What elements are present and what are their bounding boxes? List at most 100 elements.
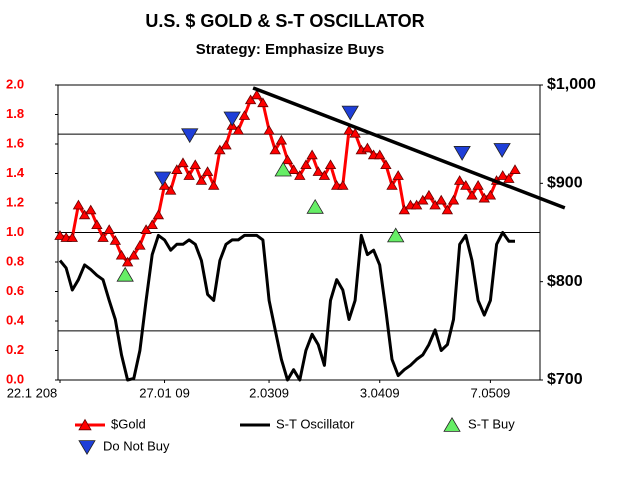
- marker: [189, 159, 201, 170]
- marker: [503, 173, 515, 183]
- legend-label: S-T Buy: [468, 416, 515, 431]
- marker: [349, 127, 361, 138]
- y-tick-label: 0.8: [6, 253, 24, 268]
- marker: [195, 175, 208, 185]
- legend-marker: [78, 440, 96, 455]
- marker: [78, 209, 91, 220]
- marker: [109, 235, 122, 245]
- marker: [300, 159, 312, 170]
- marker: [318, 170, 331, 180]
- series-line: [59, 93, 517, 264]
- y-tick-label: 0.6: [6, 283, 24, 298]
- y-tick-label: 0.4: [6, 312, 25, 327]
- marker: [85, 204, 97, 215]
- y2-tick-label: $1,000: [547, 76, 596, 93]
- y-tick-label: 2.0: [6, 76, 24, 91]
- legend-marker: [78, 418, 92, 431]
- marker: [152, 209, 165, 220]
- y-tick-label: 0.0: [6, 371, 24, 386]
- marker: [72, 199, 85, 210]
- marker: [177, 157, 189, 168]
- marker: [484, 189, 497, 200]
- marker: [164, 184, 177, 195]
- x-tick-label: 7.0509: [471, 385, 511, 400]
- marker: [417, 194, 429, 205]
- y2-tick-label: $700: [547, 371, 583, 388]
- marker: [281, 154, 294, 165]
- y-tick-label: 1.0: [6, 224, 24, 239]
- y-tick-label: 1.2: [6, 194, 24, 209]
- marker: [214, 144, 226, 155]
- marker: [274, 161, 292, 177]
- marker: [324, 159, 337, 170]
- marker: [466, 189, 478, 200]
- marker: [343, 124, 355, 135]
- marker: [453, 146, 471, 161]
- trend-line: [252, 86, 566, 210]
- marker: [91, 219, 103, 230]
- legend-marker: [443, 417, 461, 432]
- legend-label: $Gold: [111, 416, 146, 431]
- marker: [275, 134, 288, 145]
- marker: [66, 232, 78, 242]
- marker: [134, 239, 146, 250]
- marker: [244, 94, 257, 105]
- marker: [232, 124, 245, 135]
- chart-subtitle: Strategy: Emphasize Buys: [196, 41, 384, 58]
- marker: [171, 164, 183, 174]
- x-tick-label: 2.0309: [249, 385, 289, 400]
- y-tick-label: 0.2: [6, 342, 24, 357]
- marker: [121, 256, 134, 267]
- marker: [183, 170, 195, 180]
- x-tick-label: 27.01 09: [139, 385, 190, 400]
- marker: [287, 164, 300, 174]
- marker: [435, 194, 447, 205]
- marker: [238, 110, 251, 120]
- marker: [153, 171, 172, 187]
- marker: [453, 175, 466, 185]
- marker: [223, 111, 241, 127]
- marker: [387, 227, 405, 243]
- legend-label: Do Not Buy: [103, 438, 170, 453]
- marker: [361, 142, 374, 153]
- y-tick-label: 1.6: [6, 135, 24, 150]
- marker: [54, 230, 66, 240]
- marker: [386, 180, 398, 190]
- marker: [306, 149, 318, 160]
- marker: [97, 232, 109, 242]
- y2-tick-label: $800: [547, 273, 583, 290]
- marker: [128, 249, 140, 260]
- marker: [337, 180, 349, 190]
- marker: [410, 199, 423, 210]
- series-line: [58, 231, 515, 382]
- marker: [220, 139, 232, 150]
- marker: [460, 180, 472, 190]
- marker: [497, 170, 509, 180]
- marker: [493, 143, 511, 158]
- marker: [341, 105, 359, 121]
- legend-label: S-T Oscillator: [276, 416, 355, 431]
- chart-title: U.S. $ GOLD & S-T OSCILLATOR: [145, 11, 424, 31]
- marker: [429, 199, 441, 210]
- marker: [447, 194, 460, 205]
- marker: [472, 180, 484, 190]
- y-tick-label: 1.8: [6, 106, 24, 121]
- marker: [509, 164, 521, 174]
- marker: [392, 170, 404, 180]
- marker: [263, 124, 275, 135]
- y2-tick-label: $900: [547, 175, 583, 192]
- marker: [201, 166, 214, 176]
- marker: [441, 204, 454, 215]
- x-tick-label: 3.0409: [360, 385, 400, 400]
- marker: [269, 144, 281, 155]
- marker: [181, 128, 199, 144]
- marker: [103, 224, 115, 234]
- marker: [257, 97, 269, 108]
- marker: [208, 180, 220, 190]
- marker: [423, 189, 435, 200]
- marker: [140, 224, 152, 234]
- marker: [116, 266, 134, 282]
- marker: [374, 149, 386, 160]
- y-tick-label: 1.4: [6, 165, 25, 180]
